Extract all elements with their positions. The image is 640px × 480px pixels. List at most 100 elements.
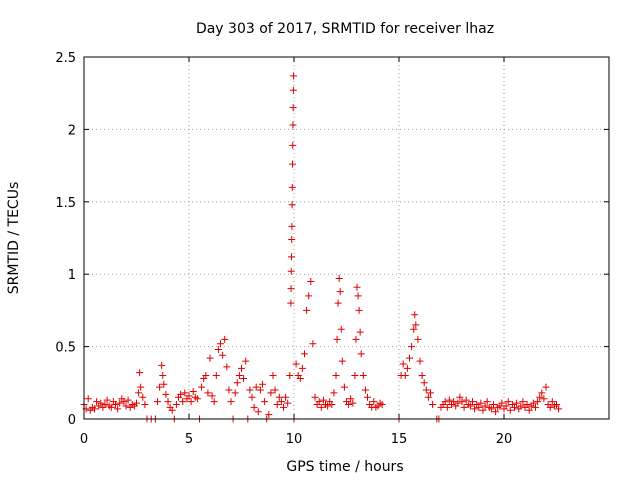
data-point	[336, 288, 344, 296]
data-point	[208, 392, 216, 400]
x-tick-label: 20	[496, 432, 513, 447]
data-point	[162, 390, 170, 398]
data-point	[538, 389, 546, 397]
data-point	[481, 402, 489, 410]
data-point	[225, 386, 233, 394]
data-point	[235, 372, 243, 380]
data-point	[133, 399, 140, 407]
data-point	[154, 398, 161, 406]
data-point	[542, 383, 550, 391]
data-point	[233, 379, 241, 387]
data-point	[301, 350, 308, 358]
data-point	[487, 405, 495, 413]
data-point	[204, 389, 212, 397]
data-point	[136, 369, 144, 377]
data-point	[513, 399, 521, 407]
data-point	[412, 321, 420, 329]
data-point	[353, 283, 361, 291]
data-point	[471, 405, 479, 413]
data-point	[511, 403, 518, 411]
data-point	[164, 398, 172, 406]
data-point	[462, 396, 470, 404]
data-point	[315, 398, 323, 406]
data-point	[156, 383, 164, 391]
data-point	[319, 396, 327, 404]
data-point	[168, 406, 176, 414]
data-point	[303, 306, 311, 314]
data-point	[282, 393, 290, 401]
data-point	[354, 292, 362, 300]
data-point	[370, 398, 378, 406]
data-point	[189, 387, 197, 395]
data-point	[532, 403, 539, 411]
data-point	[356, 328, 364, 336]
y-tick-label: 1	[68, 268, 76, 283]
data-point	[256, 386, 264, 394]
data-point	[458, 398, 466, 406]
y-tick-label: 0.5	[55, 341, 76, 356]
data-point	[311, 393, 319, 401]
data-point	[553, 401, 560, 409]
data-point	[450, 398, 458, 406]
data-point	[212, 372, 220, 380]
data-point	[114, 405, 122, 413]
data-point	[555, 405, 563, 413]
data-point	[355, 306, 363, 314]
data-point	[275, 393, 283, 401]
data-point	[288, 201, 296, 209]
chart-title: Day 303 of 2017, SRMTID for receiver lha…	[196, 21, 494, 37]
data-point	[273, 401, 281, 409]
data-point	[534, 398, 542, 406]
data-point	[399, 360, 407, 368]
data-point	[120, 398, 128, 406]
y-tick-label: 0	[68, 413, 76, 428]
data-point	[206, 354, 214, 362]
data-point	[240, 374, 248, 382]
data-point	[289, 86, 297, 94]
data-point	[361, 386, 369, 394]
data-point	[288, 235, 296, 243]
data-point	[406, 354, 413, 362]
data-point	[265, 411, 273, 419]
data-point	[403, 364, 411, 372]
data-point	[540, 395, 548, 403]
data-point	[159, 372, 167, 380]
data-point	[445, 396, 453, 404]
data-point	[347, 395, 355, 403]
data-point	[277, 398, 285, 406]
data-point	[112, 401, 119, 409]
data-point	[259, 380, 266, 388]
data-point	[427, 389, 434, 397]
data-point	[267, 389, 275, 397]
data-point	[340, 383, 348, 391]
data-point	[418, 372, 426, 380]
data-point	[193, 395, 201, 403]
data-point	[221, 335, 229, 343]
data-point	[490, 401, 497, 409]
data-point	[287, 253, 295, 261]
x-tick-label: 5	[185, 432, 193, 447]
data-point	[454, 399, 462, 407]
data-point	[317, 403, 325, 411]
data-point	[357, 350, 365, 358]
data-point	[429, 401, 437, 409]
y-tick-label: 1.5	[55, 196, 76, 211]
data-point	[411, 311, 419, 319]
data-point	[284, 399, 292, 407]
data-point	[181, 389, 189, 397]
data-point	[307, 277, 315, 285]
data-point	[364, 393, 371, 401]
data-point	[498, 399, 506, 407]
data-point	[414, 335, 422, 343]
data-point	[466, 402, 474, 410]
data-point	[97, 399, 105, 407]
data-point	[289, 121, 297, 129]
data-point	[536, 393, 544, 401]
data-point	[288, 183, 296, 191]
plot-area-border	[83, 56, 610, 420]
x-tick-label: 10	[286, 432, 303, 447]
data-point	[492, 408, 500, 416]
x-ticks: 0 5 10 15 20	[80, 57, 512, 447]
data-point	[116, 399, 124, 407]
